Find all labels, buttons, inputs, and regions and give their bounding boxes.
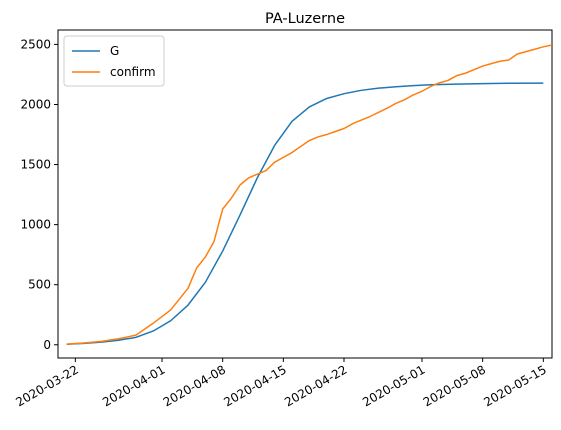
y-axis: 0 500 1000 1500 2000 2500 <box>20 37 58 352</box>
x-axis: 2020-03-22 2020-04-012020-04-082020-04-15… <box>13 358 549 409</box>
series-line-0 <box>66 82 544 346</box>
series-layer <box>66 44 553 346</box>
legend-box <box>63 35 165 87</box>
y-tick-label-4: 2000 <box>20 97 51 111</box>
y-tick-label-0: 0 <box>43 338 51 352</box>
x-tick-label-4: 2020-04-22 <box>282 362 349 409</box>
y-tick-label-5: 2500 <box>20 37 51 51</box>
series-line-1 <box>66 44 553 345</box>
x-tick-label-0: 2020-03-22 <box>13 362 80 409</box>
x-tick-label-3: 2020-04-15 <box>221 362 288 409</box>
y-tick-label-2: 1000 <box>20 218 51 232</box>
x-tick-label-6: 2020-05-08 <box>421 362 488 409</box>
chart-title: PA-Luzerne <box>265 11 345 27</box>
legend-label-0: G <box>110 44 119 58</box>
x-tick-label-2: 2020-04-08 <box>161 362 228 409</box>
x-tick-label-1: 2020-04-01 <box>100 362 167 409</box>
y-tick-label-3: 1500 <box>20 158 51 172</box>
x-tick-label-7: 2020-05-15 <box>481 362 548 409</box>
x-tick-label-5: 2020-05-01 <box>360 362 427 409</box>
y-tick-label-1: 500 <box>28 278 51 292</box>
legend-label-1: confirm <box>110 65 156 79</box>
